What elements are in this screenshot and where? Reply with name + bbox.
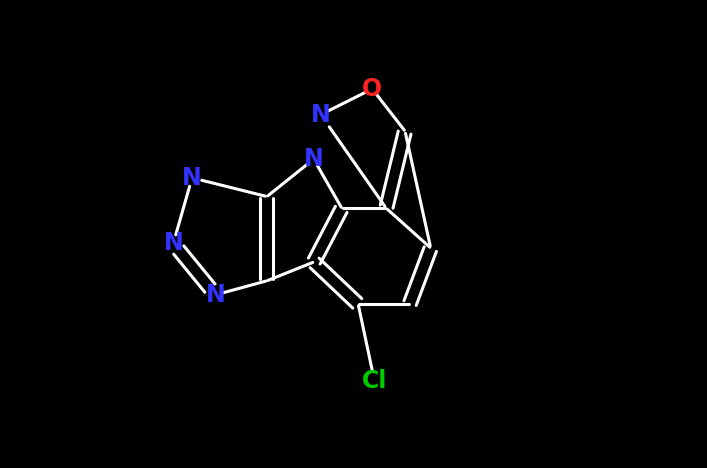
Text: N: N — [206, 283, 226, 307]
Text: N: N — [182, 166, 202, 190]
Text: N: N — [304, 147, 324, 171]
Text: O: O — [362, 77, 382, 101]
Text: Cl: Cl — [362, 369, 387, 394]
Text: N: N — [163, 231, 183, 256]
Text: N: N — [311, 102, 331, 127]
